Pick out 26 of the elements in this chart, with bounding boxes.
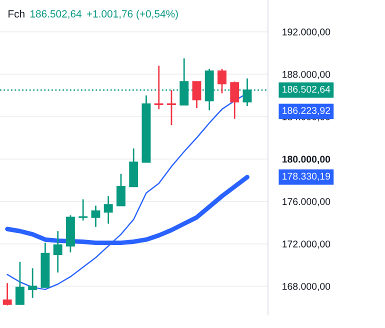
candlestick — [53, 230, 62, 274]
candlestick — [242, 78, 252, 107]
y-tick-label: 168.000,00 — [282, 282, 330, 292]
candlestick — [167, 89, 176, 126]
candlestick — [2, 282, 12, 306]
annotation: Fch — [8, 10, 24, 18]
y-tick-label: 176.000,00 — [282, 198, 330, 206]
candlestick — [192, 80, 202, 109]
annotation: 186.502,64 — [30, 10, 82, 19]
candlestick — [230, 80, 240, 120]
candlestick — [218, 68, 226, 94]
candlestick — [15, 261, 24, 305]
text: 186.223,92 — [282, 107, 330, 116]
text: 178.330,19 — [282, 172, 330, 181]
candlestick — [154, 65, 164, 110]
y-tick-label: 180.000,00 — [282, 156, 330, 164]
candlestick — [78, 198, 88, 222]
y-tick-label: 192.000,00 — [282, 28, 330, 37]
candlestick — [28, 268, 38, 299]
candlestick — [91, 204, 100, 228]
y-tick-label: 188.000,00 — [282, 70, 330, 79]
candlestick — [116, 173, 126, 206]
annotation: +1.001,76 (+0,54%) — [86, 10, 178, 20]
candlestick — [104, 195, 113, 224]
y-tick-label: 172.000,00 — [282, 240, 330, 249]
ref-line-label: 186.502,64 — [282, 86, 330, 94]
